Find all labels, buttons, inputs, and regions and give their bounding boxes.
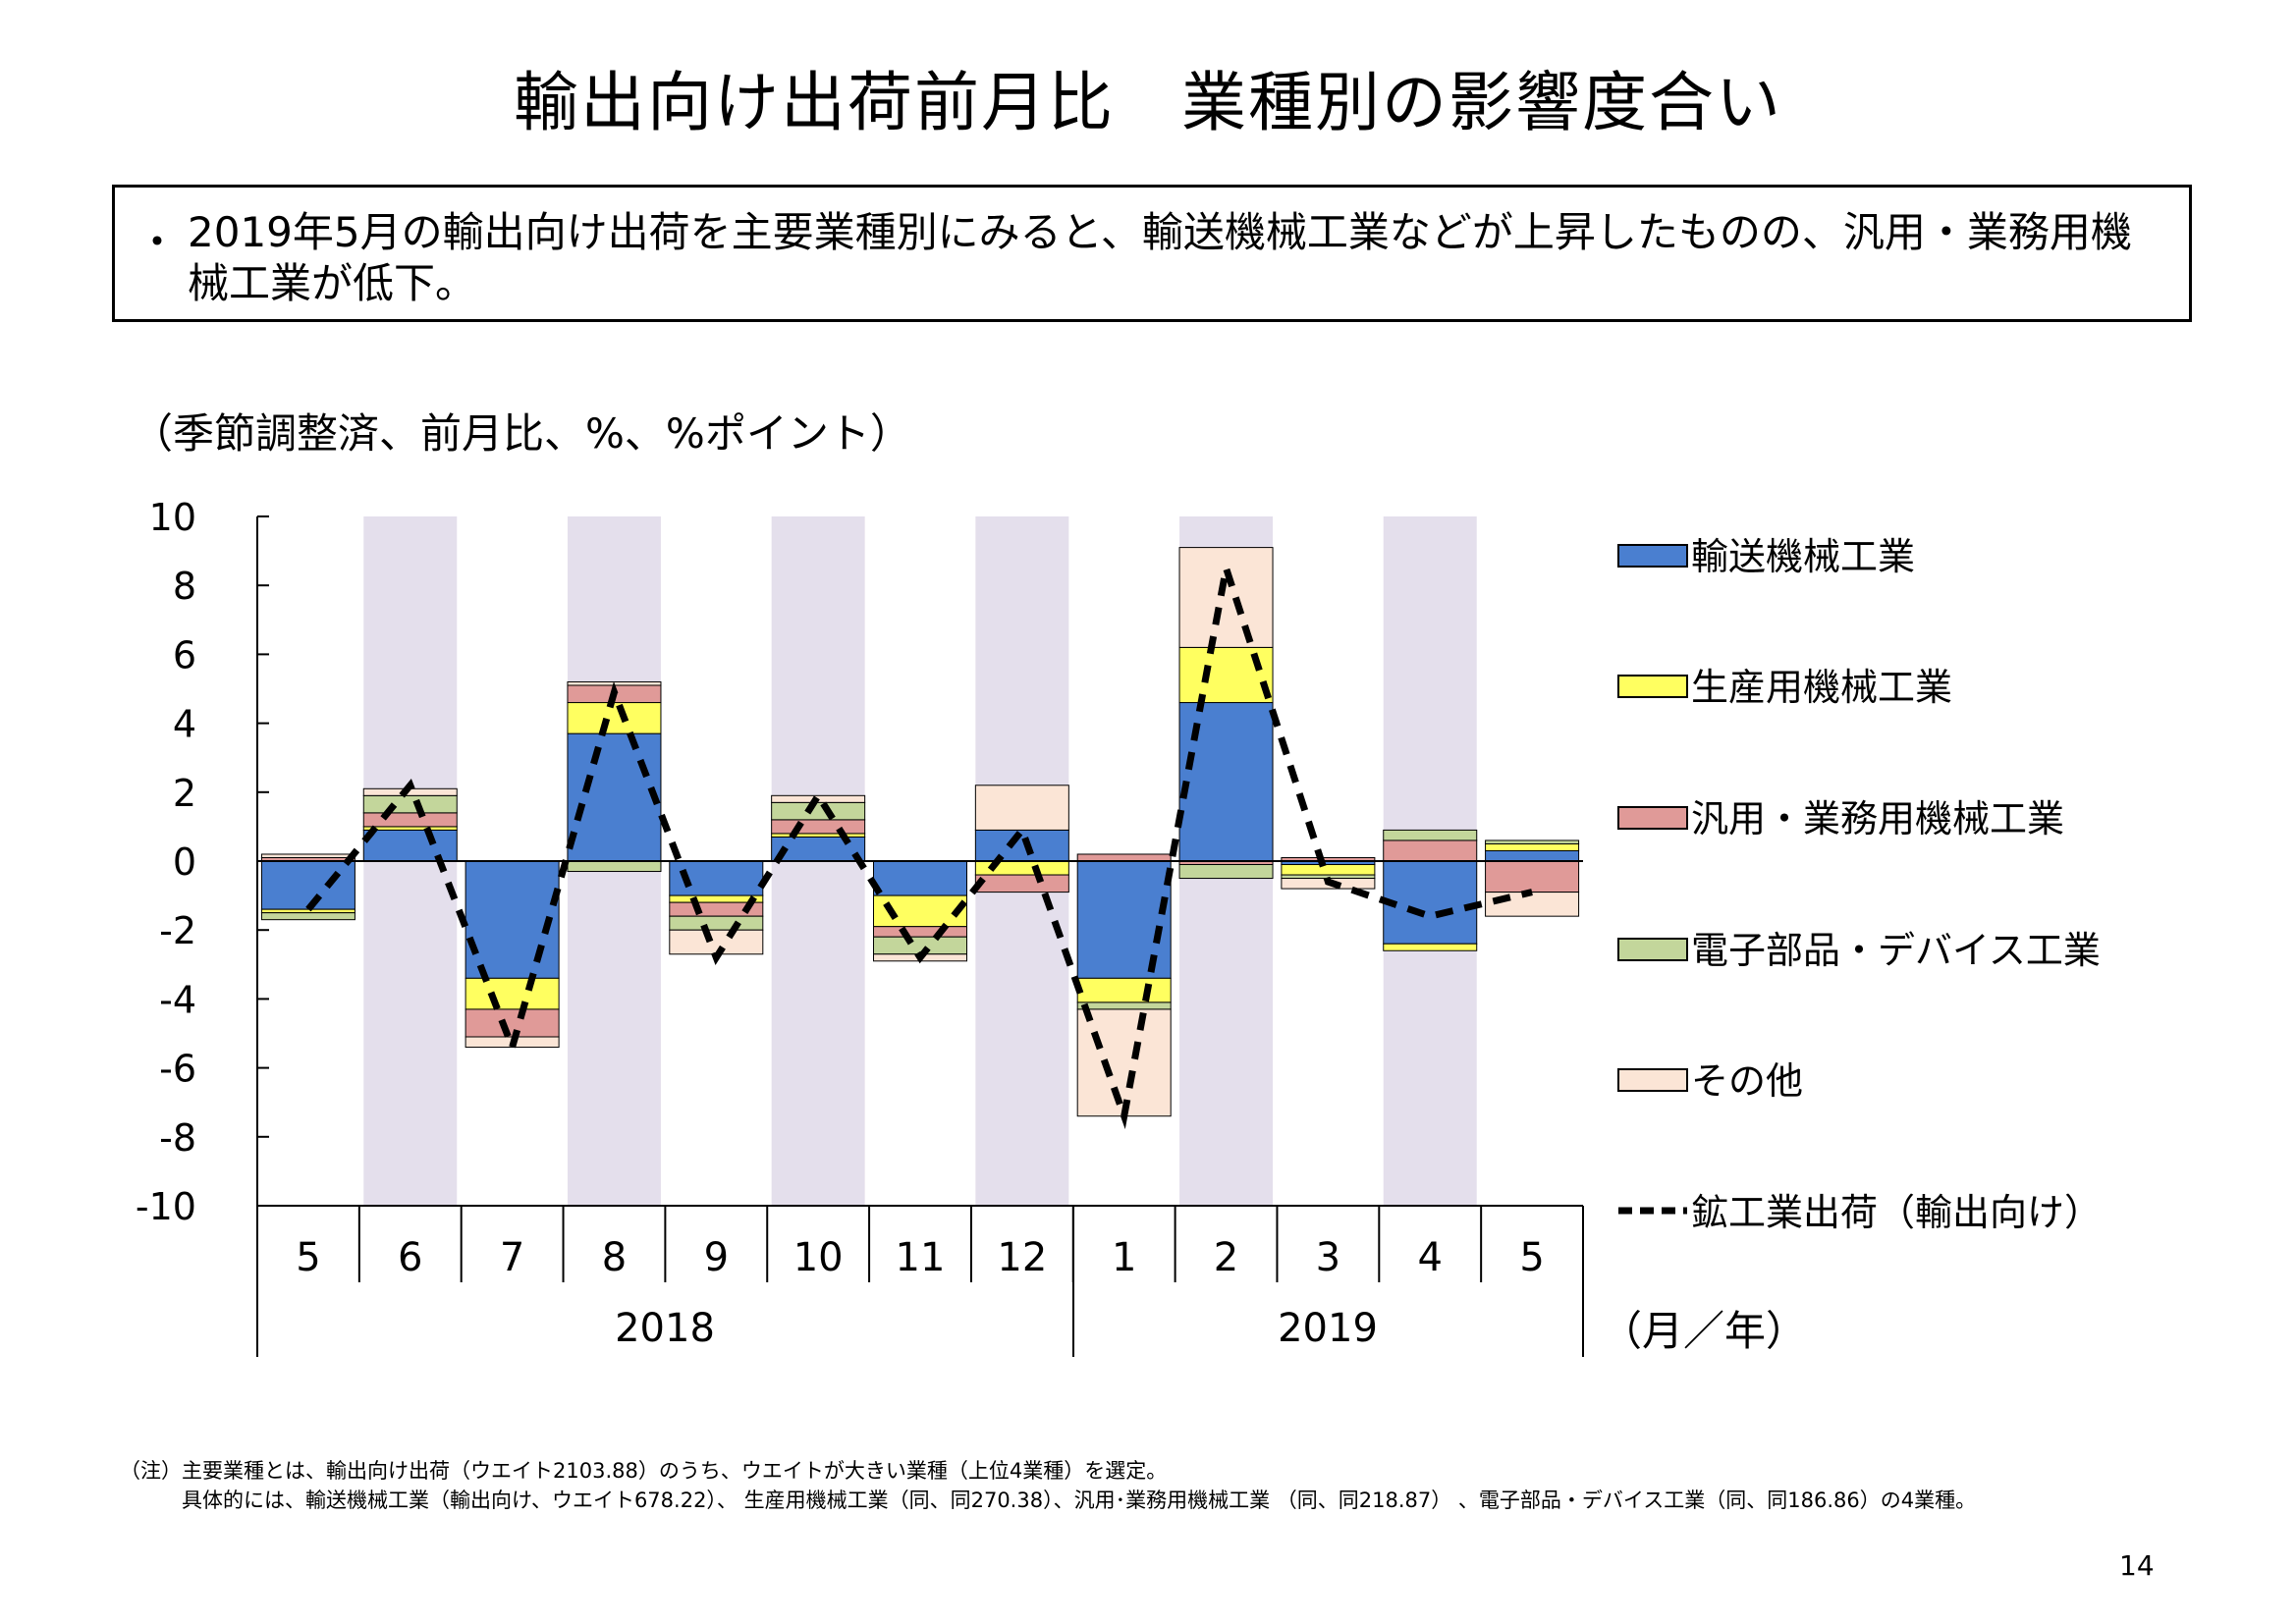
bar-transport [362, 829, 458, 862]
note-line-2: 具体的には、輸送機械工業（輸出向け、ウエイト678.22）、 生産用機械工業（同… [120, 1489, 1977, 1512]
year-label-2019: 2019 [1278, 1306, 1378, 1351]
bar-general [974, 874, 1069, 893]
bar-general [465, 1008, 560, 1038]
unit-label: （季節調整済、前月比、%、%ポイント） [132, 409, 911, 458]
y-tick-label: -8 [159, 1116, 196, 1160]
bar-general [1076, 853, 1172, 862]
bar-production [260, 908, 355, 914]
page-number: 14 [2119, 1549, 2155, 1582]
x-tick-label: 12 [997, 1235, 1047, 1280]
y-tick-label: 6 [173, 633, 196, 677]
bar-electronic [260, 912, 355, 921]
x-tick-label: 5 [1519, 1235, 1544, 1280]
bar-production [465, 977, 560, 1010]
line-export-shipments [305, 567, 1533, 1130]
bar-transport [465, 860, 560, 979]
x-tick-label: 9 [704, 1235, 729, 1280]
bar-production [1383, 943, 1478, 951]
legend-swatch-other [1617, 1068, 1688, 1092]
bar-electronic [771, 801, 866, 821]
bar-transport [567, 732, 662, 862]
x-tick-label: 5 [296, 1235, 320, 1280]
bar-transport [260, 860, 355, 910]
bar-other [260, 853, 355, 858]
summary-box: ・ 2019年5月の輸出向け出荷を主要業種別にみると、輸送機械工業などが上昇した… [112, 185, 2192, 322]
bar-electronic [1383, 829, 1478, 841]
legend-label-line: 鉱工業出荷（輸出向け） [1691, 1191, 2102, 1234]
legend-label-production: 生産用機械工業 [1691, 666, 1952, 709]
legend-label-other: その他 [1691, 1059, 1803, 1103]
note-line-1: （注）主要業種とは、輸出向け出荷（ウエイト2103.88）のうち、ウエイトが大き… [120, 1459, 1168, 1483]
x-tick-label: 10 [793, 1235, 844, 1280]
y-tick-label: 8 [173, 565, 196, 608]
summary-bullet: ・ [137, 218, 179, 266]
y-tick-label: -2 [159, 909, 196, 952]
bar-general [771, 819, 866, 835]
bar-general [1383, 839, 1478, 862]
bar-transport [1076, 860, 1172, 979]
bar-other [974, 785, 1069, 831]
bar-electronic [1485, 839, 1580, 844]
bar-production [567, 702, 662, 734]
x-tick-label: 6 [398, 1235, 422, 1280]
bar-general [362, 812, 458, 828]
y-tick-label: 0 [173, 840, 196, 884]
y-tick-label: -4 [159, 978, 196, 1021]
bar-production [1178, 646, 1274, 704]
bar-transport [1383, 860, 1478, 945]
bar-production [1485, 842, 1580, 851]
y-tick-label: -10 [136, 1185, 196, 1228]
legend-swatch-transport [1617, 544, 1688, 568]
page-title: 輸出向け出荷前月比 業種別の影響度合い [514, 65, 1782, 140]
y-tick-label: 4 [173, 703, 196, 746]
year-label-2018: 2018 [615, 1306, 715, 1351]
x-tick-label: 3 [1316, 1235, 1340, 1280]
bar-production [771, 833, 866, 838]
x-tick-label: 7 [500, 1235, 524, 1280]
y-tick-label: 2 [173, 772, 196, 815]
bar-production [1281, 864, 1376, 876]
y-tick-label: -6 [159, 1048, 196, 1091]
legend-swatch-electronic [1617, 938, 1688, 961]
legend-swatch-production [1617, 675, 1688, 698]
legend-label-transport: 輸送機械工業 [1691, 535, 1915, 578]
x-tick-label: 2 [1214, 1235, 1238, 1280]
bar-electronic [669, 915, 764, 931]
bar-general [1485, 860, 1580, 893]
x-axis-unit-label: （月／年） [1601, 1307, 1807, 1355]
bar-general [873, 926, 967, 938]
bar-electronic [1076, 1001, 1172, 1010]
bar-electronic [567, 860, 662, 873]
legend-label-general: 汎用・業務用機械工業 [1691, 797, 2064, 840]
bar-other [1178, 547, 1274, 648]
bar-other [1485, 892, 1580, 917]
bar-other [669, 929, 764, 955]
bar-electronic [1178, 864, 1274, 880]
legend-swatch-general [1617, 806, 1688, 830]
bar-other [1076, 1008, 1172, 1117]
summary-text: 2019年5月の輸出向け出荷を主要業種別にみると、輸送機械工業などが上昇したもの… [188, 208, 2132, 307]
bar-transport [873, 860, 967, 896]
bar-transport [1485, 849, 1580, 862]
x-tick-label: 8 [602, 1235, 627, 1280]
legend-label-electronic: 電子部品・デバイス工業 [1691, 929, 2101, 972]
bar-electronic [362, 794, 458, 814]
x-tick-label: 1 [1112, 1235, 1136, 1280]
y-tick-label: 10 [149, 496, 196, 539]
x-tick-label: 4 [1418, 1235, 1443, 1280]
x-tick-label: 11 [896, 1235, 946, 1280]
bar-production [1076, 977, 1172, 1003]
